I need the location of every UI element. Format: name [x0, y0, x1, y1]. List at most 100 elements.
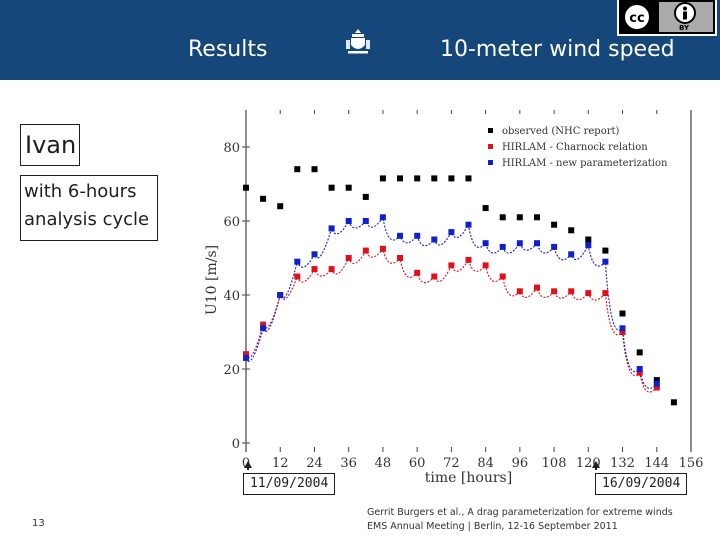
y-axis-label: U10 [m/s] — [204, 245, 220, 315]
point-charnock — [243, 351, 249, 358]
point-charnock — [551, 288, 558, 295]
page-number: 13 — [32, 518, 45, 529]
point-observed — [345, 184, 352, 191]
slide-header: Results 10-meter wind speed cc BY — [0, 0, 720, 80]
analysis-cycle-line-1: with 6-hours — [24, 181, 137, 202]
y-tick-label: 0 — [232, 437, 240, 452]
point-charnock — [311, 266, 318, 273]
point-observed — [482, 205, 489, 212]
point-new-param — [431, 236, 438, 243]
point-charnock — [653, 384, 660, 391]
point-new-param — [277, 292, 284, 298]
x-tick-label: 24 — [306, 456, 323, 471]
point-charnock — [414, 269, 421, 276]
storm-name-label: Ivan — [20, 124, 80, 166]
point-charnock — [362, 247, 369, 254]
point-observed — [516, 214, 523, 221]
point-new-param — [636, 366, 643, 372]
y-tick-label: 20 — [223, 363, 240, 378]
y-tick-label: 60 — [223, 215, 240, 230]
point-new-param — [619, 325, 626, 332]
chart-legend: observed (NHC report) HIRLAM - Charnock r… — [488, 126, 668, 169]
x-tick-label: 84 — [477, 456, 494, 471]
y-tick-label: 40 — [223, 289, 240, 304]
chart-marks — [243, 166, 677, 406]
series-curve-charnock — [245, 247, 658, 393]
cc-by-label: BY — [679, 24, 690, 32]
point-observed — [568, 227, 575, 234]
point-charnock — [431, 273, 438, 280]
x-tick-label: 60 — [409, 456, 426, 471]
point-observed — [362, 193, 369, 200]
point-new-param — [379, 214, 386, 221]
date-arrowhead-0 — [244, 461, 252, 468]
point-observed — [448, 175, 455, 182]
point-observed — [551, 221, 558, 228]
point-observed — [311, 166, 318, 173]
y-tick-label: 80 — [223, 141, 240, 156]
point-charnock — [397, 255, 403, 261]
legend-marker-0 — [488, 128, 493, 133]
point-new-param — [397, 232, 403, 239]
point-charnock — [619, 329, 626, 335]
point-observed — [534, 214, 540, 221]
point-observed — [585, 236, 592, 243]
series-curve-new-param — [245, 215, 658, 389]
slide-title-results: Results — [188, 37, 268, 62]
date-start-label: 11/09/2004 — [243, 473, 336, 495]
x-axis-label: time [hours] — [425, 470, 512, 486]
chart-curves — [245, 215, 658, 393]
point-charnock — [328, 266, 335, 273]
cc-by-license-badge: cc BY — [617, 0, 717, 36]
date-end-text: 16/09/2004 — [602, 476, 681, 491]
point-observed — [619, 310, 626, 317]
x-tick-label: 48 — [375, 456, 392, 471]
point-charnock — [636, 369, 643, 376]
slide-title-wind-speed: 10-meter wind speed — [440, 37, 675, 62]
point-charnock — [499, 273, 506, 280]
point-observed — [636, 349, 643, 356]
point-new-param — [345, 218, 352, 224]
analysis-cycle-line-2: analysis cycle — [24, 209, 150, 230]
point-observed — [602, 247, 609, 254]
legend-entry-2: HIRLAM - new parameterization — [502, 158, 668, 169]
point-observed — [465, 175, 472, 182]
x-tick-label: 72 — [443, 456, 460, 471]
date-start-text: 11/09/2004 — [250, 476, 329, 491]
point-new-param — [260, 325, 267, 332]
point-charnock — [568, 288, 575, 295]
point-new-param — [534, 240, 540, 247]
point-observed — [397, 175, 403, 182]
point-new-param — [448, 229, 455, 236]
x-tick-label: 156 — [679, 456, 704, 471]
point-new-param — [465, 221, 472, 228]
point-new-param — [516, 240, 523, 247]
point-observed — [431, 175, 438, 182]
point-new-param — [585, 242, 592, 249]
point-charnock — [585, 290, 592, 297]
point-observed — [294, 166, 301, 173]
point-new-param — [362, 218, 369, 224]
storm-name-text: Ivan — [25, 131, 77, 159]
point-charnock — [602, 290, 609, 297]
point-new-param — [311, 251, 318, 258]
point-charnock — [482, 262, 489, 269]
legend-marker-1 — [488, 144, 493, 149]
point-charnock — [465, 256, 472, 263]
point-charnock — [294, 273, 301, 280]
point-charnock — [448, 262, 455, 269]
point-charnock — [379, 245, 386, 252]
point-new-param — [482, 240, 489, 247]
point-observed — [499, 214, 506, 221]
legend-marker-2 — [488, 160, 493, 165]
point-observed — [414, 175, 421, 182]
footer-citation: Gerrit Burgers et al., A drag parameteri… — [367, 507, 673, 518]
point-observed — [277, 203, 284, 210]
legend-entry-1: HIRLAM - Charnock relation — [502, 142, 648, 153]
x-tick-label: 0 — [242, 456, 250, 471]
legend-entry-0: observed (NHC report) — [502, 126, 620, 137]
point-charnock — [345, 255, 352, 261]
point-new-param — [602, 258, 609, 265]
x-tick-label: 12 — [272, 456, 289, 471]
